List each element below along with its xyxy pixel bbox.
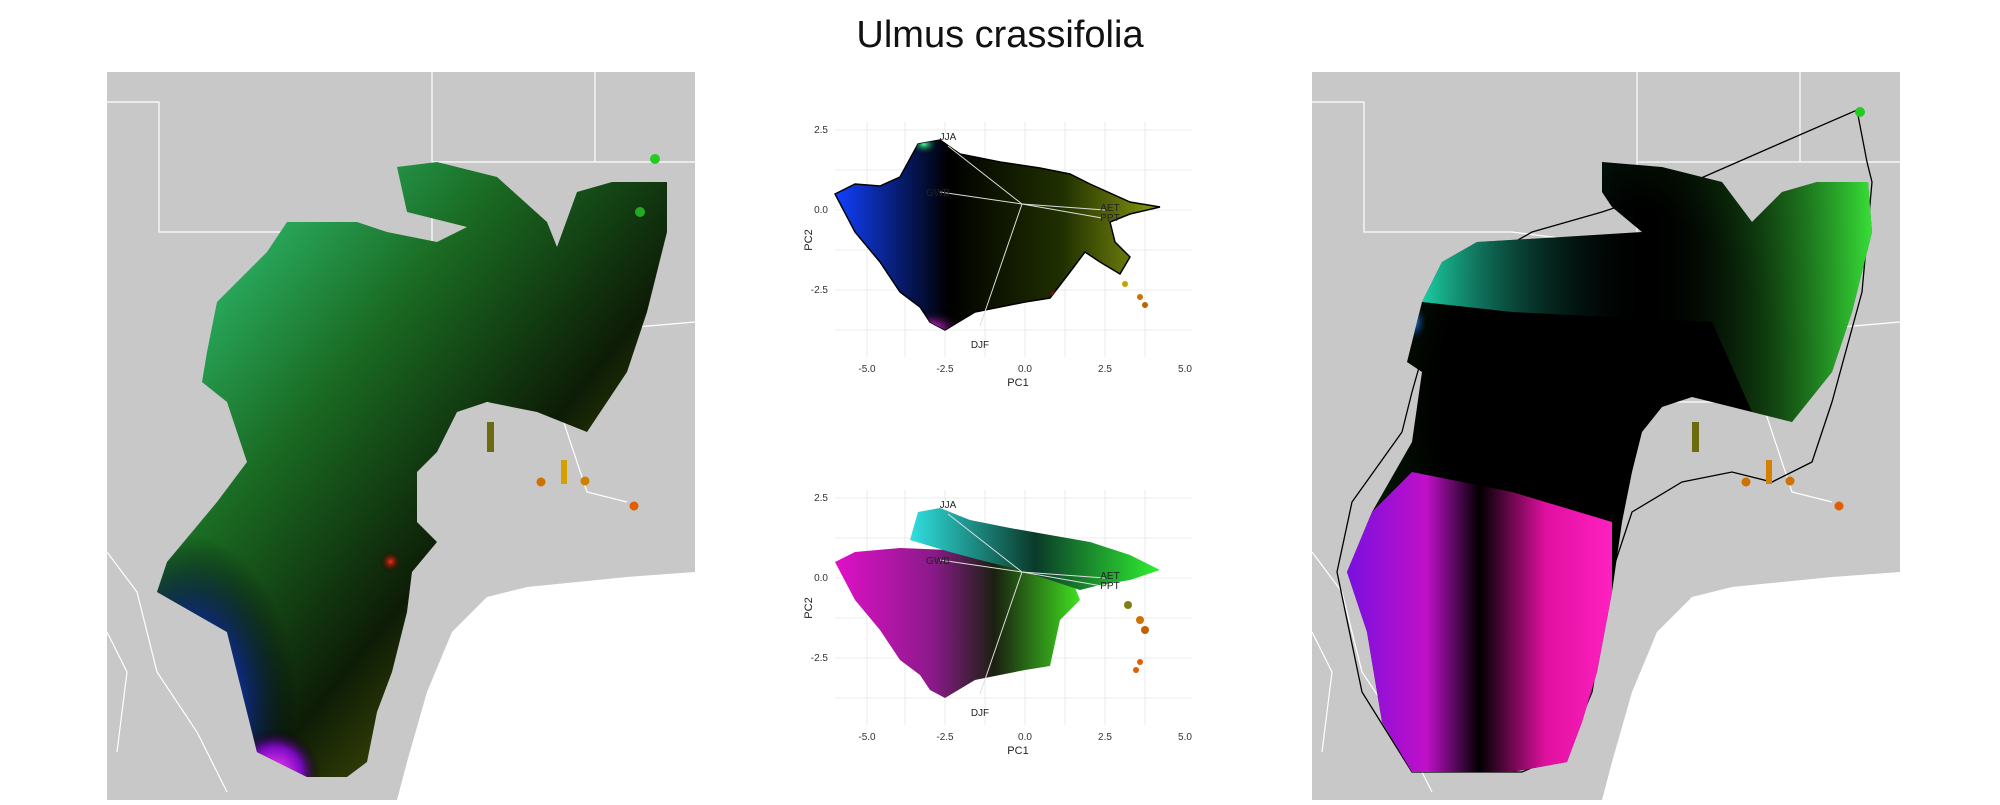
range-blue-zone <box>1407 302 1472 402</box>
range-magenta-zone <box>1347 472 1612 772</box>
right-map <box>1311 72 1901 800</box>
pca-outlier <box>1133 667 1139 673</box>
pca-panel-bottom: JJA GWB AET PPT DJF 2.5 0.0 -2.5 -5.0 -2… <box>800 480 1210 760</box>
x-tick: 0.0 <box>1018 364 1032 375</box>
outlier-population <box>1741 477 1751 487</box>
outlier-population <box>1785 476 1795 486</box>
x-axis-title: PC1 <box>1007 377 1028 389</box>
vector-label-djf: DJF <box>971 340 989 351</box>
x-axis-title: PC1 <box>1007 745 1028 757</box>
y-tick: 0.0 <box>814 205 828 216</box>
outlier-population <box>1855 107 1865 117</box>
gulf-water <box>397 572 695 800</box>
pca-plot-top: JJA GWB AET PPT DJF 2.5 0.0 -2.5 -5.0 -2… <box>803 122 1192 389</box>
vector-label-aet: AET <box>1100 571 1119 582</box>
pca-cloud-green <box>900 140 960 182</box>
gulf-water <box>1602 572 1900 800</box>
left-map <box>106 72 696 800</box>
x-tick: 5.0 <box>1178 364 1192 375</box>
pca-outlier <box>1122 281 1128 287</box>
vector-label-gwb: GWB <box>926 556 950 567</box>
figure-title: Ulmus crassifolia <box>856 14 1144 56</box>
outlier-population <box>1766 460 1772 484</box>
pca-cloud <box>833 139 1161 331</box>
y-axis-title: PC2 <box>803 597 815 618</box>
vector-label-jja: JJA <box>940 132 957 143</box>
x-tick: -5.0 <box>858 364 876 375</box>
outlier-population <box>629 501 639 511</box>
pca-outlier <box>1137 659 1143 665</box>
outlier-population <box>580 476 590 486</box>
left-map-panel <box>106 72 696 800</box>
pca-cloud-magenta <box>900 282 1000 330</box>
y-tick: 0.0 <box>814 573 828 584</box>
x-tick: 5.0 <box>1178 732 1192 743</box>
x-tick: 2.5 <box>1098 732 1112 743</box>
vector-label-ppt: PPT <box>1100 581 1119 592</box>
range-magenta-zone <box>227 632 377 777</box>
pca-outlier <box>1136 616 1144 624</box>
pca-vectors <box>939 513 1106 695</box>
outlier-population <box>1834 501 1844 511</box>
y-axis-title: PC2 <box>803 229 815 250</box>
y-tick: -2.5 <box>811 285 829 296</box>
vector-label-gwb: GWB <box>926 188 950 199</box>
pca-outlier <box>1142 302 1148 308</box>
vector-label-ppt: PPT <box>1100 213 1119 224</box>
x-tick: -2.5 <box>936 364 954 375</box>
y-tick: 2.5 <box>814 125 828 136</box>
right-map-panel <box>1311 72 1901 800</box>
y-tick: -2.5 <box>811 653 829 664</box>
outlier-population <box>536 477 546 487</box>
outlier-population <box>487 422 494 452</box>
x-tick: 0.0 <box>1018 732 1032 743</box>
pca-plot-bottom: JJA GWB AET PPT DJF 2.5 0.0 -2.5 -5.0 -2… <box>803 490 1192 757</box>
pca-cloud-red <box>1025 262 1070 302</box>
pca-cloud <box>835 548 1080 698</box>
pca-panel-top: JJA GWB AET PPT DJF 2.5 0.0 -2.5 -5.0 -2… <box>800 112 1210 392</box>
outlier-population <box>561 460 567 484</box>
outlier-population <box>650 154 660 164</box>
pca-cloud-upper <box>910 508 1160 590</box>
outlier-population <box>1692 422 1699 452</box>
range-green-zone <box>1422 162 1872 422</box>
vector-label-djf: DJF <box>971 708 989 719</box>
vector-label-jja: JJA <box>940 500 957 511</box>
pca-outlier <box>1137 294 1143 300</box>
x-tick: -2.5 <box>936 732 954 743</box>
pca-vectors <box>939 145 1106 327</box>
x-tick: 2.5 <box>1098 364 1112 375</box>
vector-label-aet: AET <box>1100 203 1119 214</box>
outlier-population <box>635 207 645 217</box>
y-tick: 2.5 <box>814 493 828 504</box>
pca-outlier <box>1141 626 1149 634</box>
pca-outlier <box>1124 601 1132 609</box>
x-tick: -5.0 <box>858 732 876 743</box>
range-red-zone <box>357 512 437 592</box>
